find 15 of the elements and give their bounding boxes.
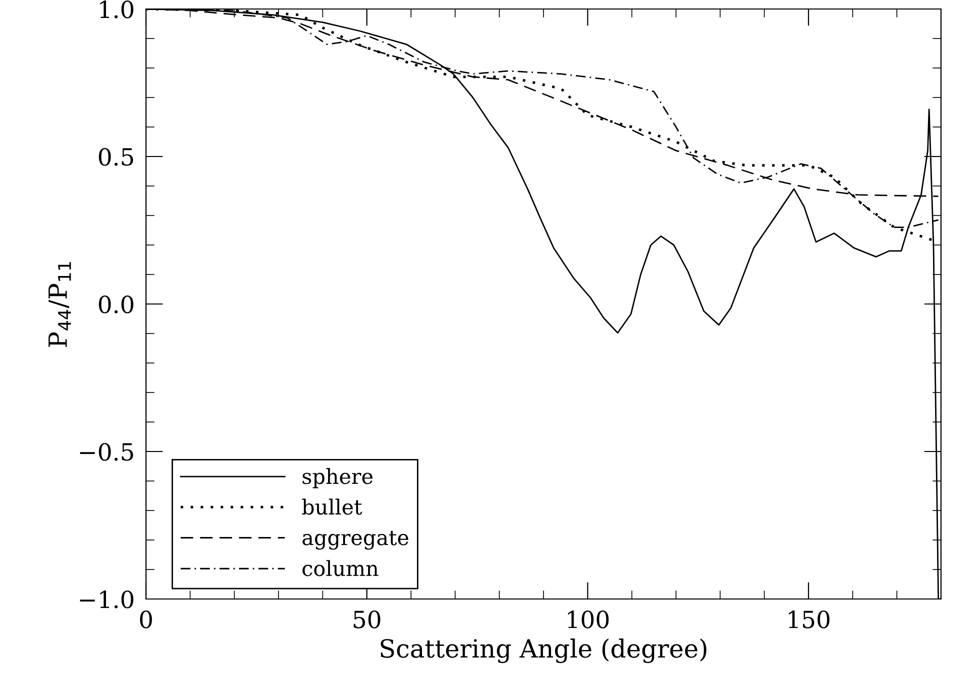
x-tick-label: 50 xyxy=(354,610,380,628)
legend-label: column xyxy=(302,560,378,576)
y-tick-label: −1.0 xyxy=(80,590,134,608)
x-axis-title: Scattering Angle (degree) xyxy=(380,638,706,664)
y-tick-label: 1.0 xyxy=(100,0,134,18)
y-tick-label: 0.5 xyxy=(98,148,134,166)
y-tick-label: 0.0 xyxy=(98,295,134,314)
x-tick-label: 0 xyxy=(140,610,152,628)
legend-label: sphere xyxy=(302,468,373,488)
x-tick-label: 100 xyxy=(568,610,609,628)
x-tick-label: 150 xyxy=(788,610,830,628)
y-axis-title: P$_{44}$/P$_{11}$ xyxy=(48,262,71,347)
legend-label: aggregate xyxy=(302,530,408,550)
legend-label: bullet xyxy=(302,498,362,515)
y-tick-label: −0.5 xyxy=(80,442,134,461)
